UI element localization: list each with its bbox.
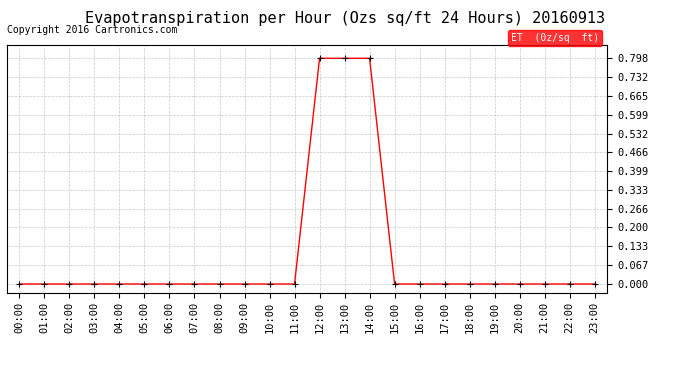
Text: Copyright 2016 Cartronics.com: Copyright 2016 Cartronics.com	[7, 25, 177, 35]
Text: Evapotranspiration per Hour (Ozs sq/ft 24 Hours) 20160913: Evapotranspiration per Hour (Ozs sq/ft 2…	[85, 11, 605, 26]
Legend: ET  (0z/sq  ft): ET (0z/sq ft)	[509, 30, 602, 46]
